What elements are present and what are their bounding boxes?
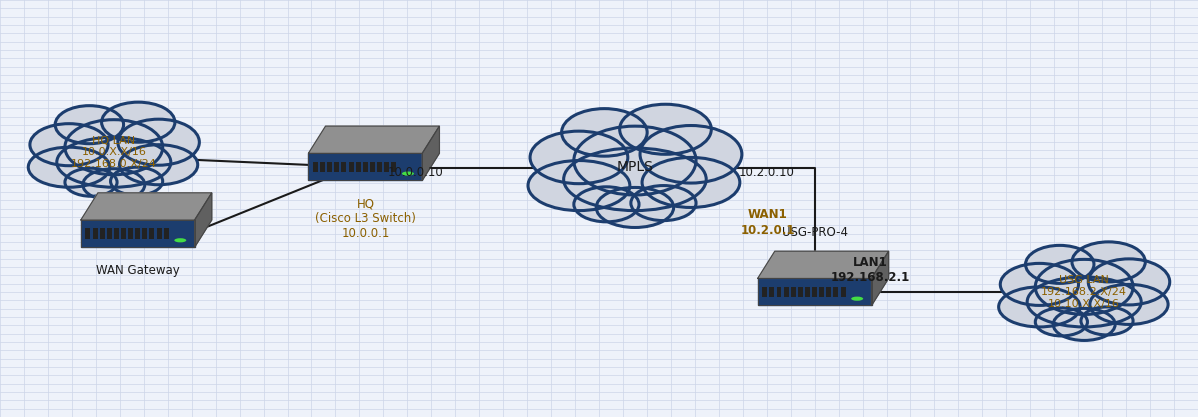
Ellipse shape (29, 147, 110, 187)
Ellipse shape (597, 188, 673, 228)
Bar (121, 229, 126, 239)
Text: WAN1
10.2.0.1: WAN1 10.2.0.1 (740, 208, 794, 236)
Bar (341, 162, 346, 172)
Bar (834, 287, 839, 297)
Circle shape (175, 238, 187, 242)
Ellipse shape (1081, 307, 1133, 335)
Polygon shape (81, 193, 212, 220)
Ellipse shape (1053, 309, 1115, 340)
Bar (392, 162, 397, 172)
Bar (313, 162, 317, 172)
Ellipse shape (574, 187, 639, 222)
Text: HQ LAN
10.0.X.X/16
192.168.0.X/24: HQ LAN 10.0.X.X/16 192.168.0.X/24 (71, 136, 157, 169)
Bar (334, 162, 339, 172)
Polygon shape (194, 193, 212, 247)
Bar (812, 287, 817, 297)
Bar (135, 229, 140, 239)
Ellipse shape (110, 167, 163, 195)
Polygon shape (422, 126, 440, 180)
Ellipse shape (528, 161, 630, 211)
Bar (356, 162, 361, 172)
Text: 10.0.0.10: 10.0.0.10 (387, 166, 443, 179)
Bar (791, 287, 795, 297)
Polygon shape (309, 126, 440, 153)
Bar (128, 229, 133, 239)
Ellipse shape (65, 168, 117, 196)
Text: 10.2.0.10: 10.2.0.10 (739, 166, 795, 179)
Text: MPLS: MPLS (617, 160, 653, 174)
Text: WAN Gateway: WAN Gateway (96, 264, 180, 277)
Circle shape (401, 171, 415, 176)
Ellipse shape (1090, 284, 1168, 324)
Polygon shape (309, 153, 422, 180)
Bar (143, 229, 147, 239)
Ellipse shape (55, 106, 123, 144)
Ellipse shape (640, 126, 742, 183)
Bar (385, 162, 389, 172)
Polygon shape (872, 251, 889, 305)
Bar (827, 287, 831, 297)
Ellipse shape (56, 137, 171, 187)
Polygon shape (81, 220, 194, 247)
Bar (157, 229, 162, 239)
Bar (327, 162, 332, 172)
Bar (99, 229, 104, 239)
Ellipse shape (1027, 277, 1142, 327)
Ellipse shape (120, 145, 198, 185)
Ellipse shape (631, 186, 696, 221)
Bar (85, 229, 90, 239)
Ellipse shape (65, 120, 163, 175)
Ellipse shape (564, 148, 707, 211)
Ellipse shape (562, 108, 647, 156)
Ellipse shape (117, 119, 199, 165)
Bar (798, 287, 803, 297)
Bar (363, 162, 368, 172)
Ellipse shape (1088, 259, 1169, 305)
Text: HQ
(Cisco L3 Switch)
10.0.0.1: HQ (Cisco L3 Switch) 10.0.0.1 (315, 197, 416, 240)
Ellipse shape (1035, 259, 1133, 314)
Circle shape (851, 296, 864, 301)
Ellipse shape (102, 102, 175, 142)
Bar (107, 229, 111, 239)
Bar (370, 162, 375, 172)
Bar (377, 162, 382, 172)
Bar (783, 287, 788, 297)
Ellipse shape (530, 131, 628, 184)
Ellipse shape (1000, 264, 1078, 305)
Bar (164, 229, 169, 239)
Ellipse shape (1035, 308, 1088, 336)
Ellipse shape (83, 169, 145, 201)
Ellipse shape (642, 158, 740, 208)
Ellipse shape (574, 126, 696, 195)
Bar (320, 162, 325, 172)
Bar (762, 287, 767, 297)
Polygon shape (758, 251, 889, 279)
Text: LAN1
192.168.2.1: LAN1 192.168.2.1 (830, 256, 909, 284)
Ellipse shape (999, 287, 1081, 327)
Ellipse shape (619, 104, 712, 154)
Bar (769, 287, 774, 297)
Bar (349, 162, 353, 172)
Bar (841, 287, 846, 297)
Ellipse shape (1025, 245, 1094, 284)
Bar (150, 229, 155, 239)
Ellipse shape (30, 124, 108, 166)
Bar (776, 287, 781, 297)
Bar (114, 229, 119, 239)
Bar (819, 287, 824, 297)
Text: USG LAN
192.168.2.X/24
10.10.X.X/16: USG LAN 192.168.2.X/24 10.10.X.X/16 (1041, 275, 1127, 309)
Polygon shape (758, 279, 872, 305)
Ellipse shape (1072, 242, 1145, 282)
Bar (92, 229, 97, 239)
Text: USG-PRO-4: USG-PRO-4 (781, 226, 848, 239)
Bar (805, 287, 810, 297)
